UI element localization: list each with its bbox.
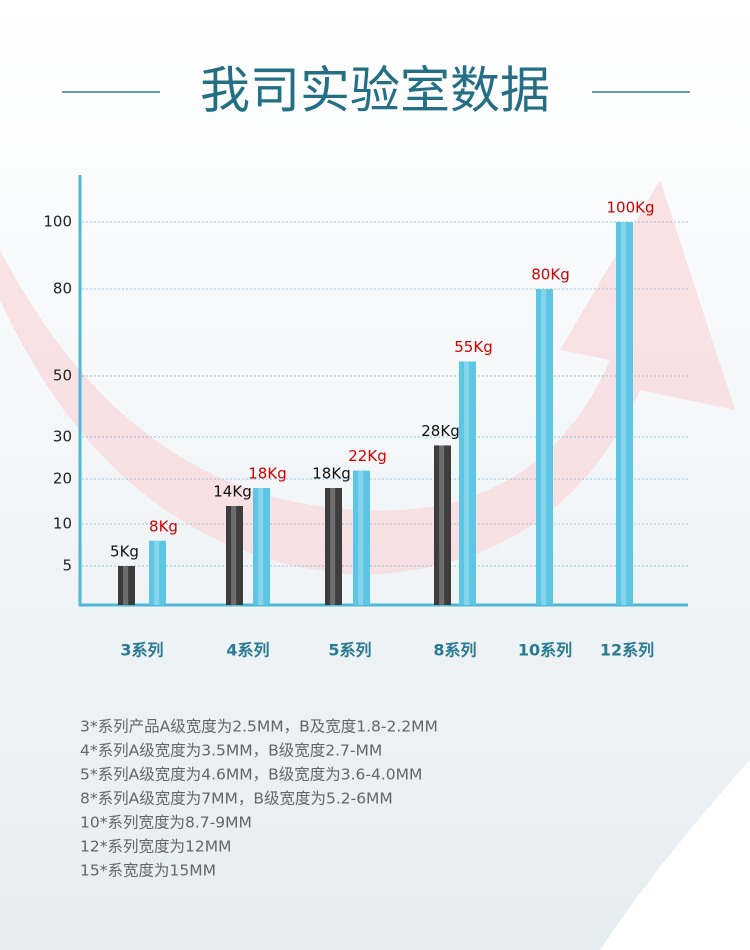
bar [325, 488, 342, 605]
page-curl [600, 760, 750, 950]
bar [226, 506, 243, 605]
bar [536, 289, 553, 605]
value-label: 22Kg [348, 447, 386, 465]
y-tick-label: 80 [53, 280, 72, 298]
y-tick-label: 30 [53, 428, 72, 446]
value-label: 8Kg [149, 517, 178, 535]
x-tick-label: 4系列 [226, 641, 269, 660]
bar [353, 470, 370, 605]
bar-shine [330, 488, 336, 605]
bar-shine [258, 488, 264, 605]
y-tick-label: 10 [53, 515, 72, 533]
bar-shine [154, 540, 160, 605]
bar-shine [439, 445, 445, 605]
note: 10*系列宽度为8.7-9MM [80, 814, 252, 832]
value-label: 55Kg [454, 338, 492, 356]
bar [616, 222, 633, 605]
bar [434, 445, 451, 605]
bar-shine [358, 470, 364, 605]
x-tick-label: 5系列 [328, 641, 371, 660]
note: 3*系列产品A级宽度为2.5MM，B及宽度1.8-2.2MM [80, 718, 438, 736]
x-tick-label: 3系列 [120, 641, 163, 660]
bar-shine [541, 289, 547, 605]
bar [149, 540, 166, 605]
value-label: 14Kg [213, 483, 251, 501]
note: 15*系宽度为15MM [80, 862, 216, 880]
note: 8*系列A级宽度为7MM，B级宽度为5.2-6MM [80, 790, 393, 808]
note: 5*系列A级宽度为4.6MM，B级宽度为3.6-4.0MM [80, 766, 422, 784]
value-label: 100Kg [607, 199, 655, 217]
bar [118, 566, 135, 605]
bar-shine [231, 506, 237, 605]
value-label: 18Kg [312, 465, 350, 483]
bar-shine [123, 566, 129, 605]
y-tick-label: 20 [53, 470, 72, 488]
value-label: 18Kg [248, 465, 286, 483]
y-tick-label: 5 [62, 557, 72, 575]
chart-title: 我司实验室数据 [200, 62, 550, 120]
y-tick-label: 100 [43, 213, 72, 231]
x-tick-label: 8系列 [433, 641, 476, 660]
y-tick-label: 50 [53, 367, 72, 385]
x-tick-label: 10系列 [518, 641, 572, 660]
note: 4*系列A级宽度为3.5MM，B级宽度2.7-MM [80, 742, 382, 760]
bar [253, 488, 270, 605]
x-tick-label: 12系列 [600, 641, 654, 660]
value-label: 80Kg [531, 266, 569, 284]
value-label: 28Kg [421, 422, 459, 440]
value-label: 5Kg [110, 543, 139, 561]
bar-shine [464, 361, 470, 605]
note: 12*系列宽度为12MM [80, 838, 231, 856]
bar-shine [621, 222, 627, 605]
bar [459, 361, 476, 605]
